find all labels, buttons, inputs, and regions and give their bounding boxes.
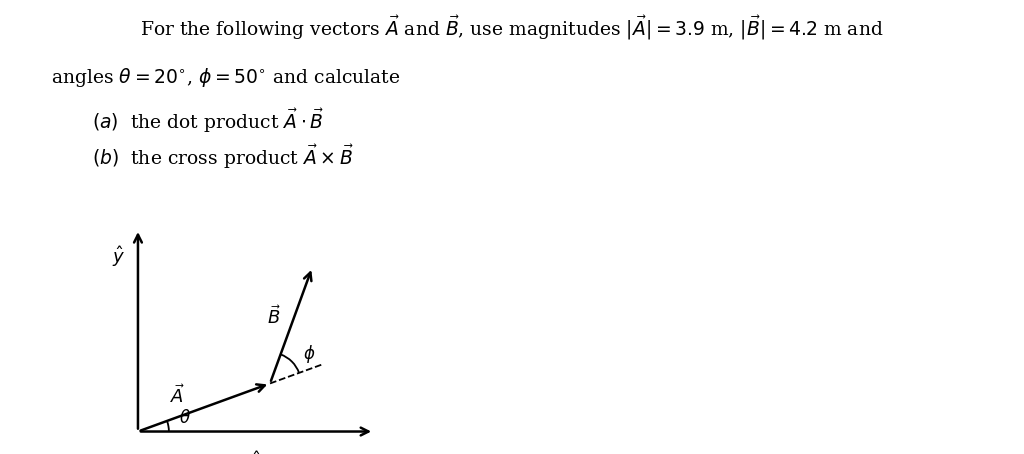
Text: $\theta$: $\theta$	[179, 409, 190, 427]
Text: $(b)$  the cross product $\vec{A} \times \vec{B}$: $(b)$ the cross product $\vec{A} \times …	[92, 143, 354, 171]
Text: $\hat{x}$: $\hat{x}$	[250, 451, 262, 454]
Text: $(a)$  the dot product $\vec{A} \cdot \vec{B}$: $(a)$ the dot product $\vec{A} \cdot \ve…	[92, 107, 325, 135]
Text: $\vec{A}$: $\vec{A}$	[170, 384, 185, 407]
Text: angles $\theta = 20^{\circ}$, $\phi = 50^{\circ}$ and calculate: angles $\theta = 20^{\circ}$, $\phi = 50…	[51, 66, 400, 89]
Text: $\vec{B}$: $\vec{B}$	[266, 306, 281, 328]
Text: For the following vectors $\vec{A}$ and $\vec{B}$, use magnitudes $|\vec{A}| = 3: For the following vectors $\vec{A}$ and …	[140, 14, 884, 42]
Text: $\phi$: $\phi$	[303, 343, 315, 365]
Text: $\hat{y}$: $\hat{y}$	[113, 244, 126, 269]
